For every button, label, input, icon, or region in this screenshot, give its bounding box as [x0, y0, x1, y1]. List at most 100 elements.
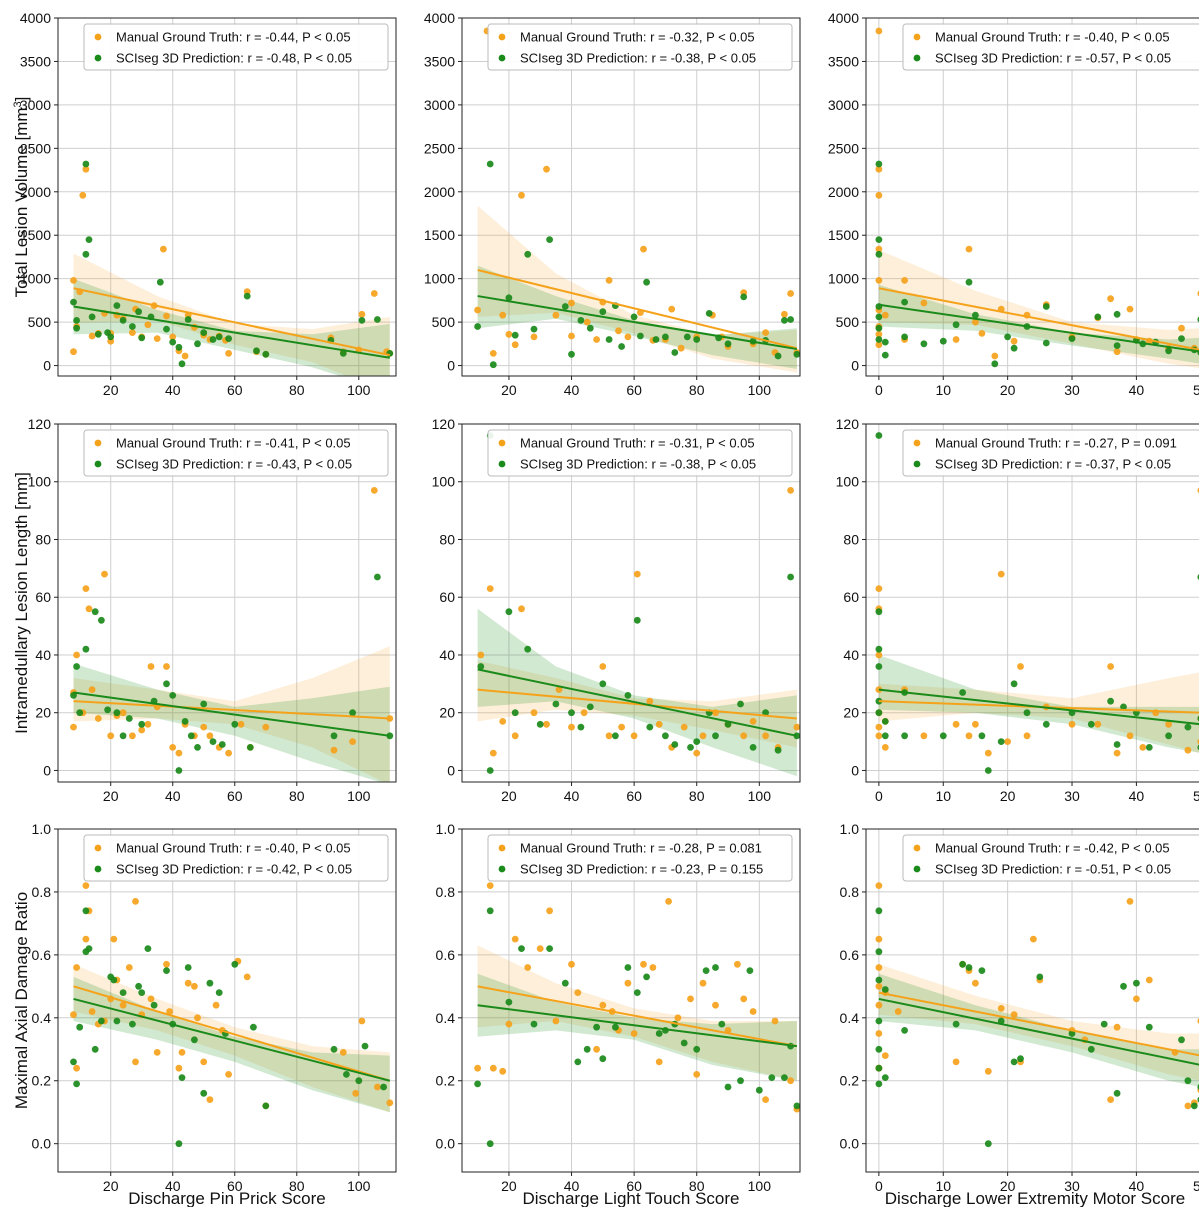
panel-r2c1-manual-point	[524, 964, 531, 971]
panel-r2c2-ytick-label: 0.2	[840, 1073, 860, 1089]
row-ylabel-0: Total Lesion Volume [mm3]	[12, 97, 31, 298]
panel-r2c2-manual-point	[1185, 1103, 1192, 1110]
panel-r1c0-manual-point	[107, 732, 114, 739]
panel-r1c0-manual-point	[238, 721, 245, 728]
panel-r0c0-xtick-label: 40	[165, 382, 181, 398]
panel-r2c0-pred-point	[151, 1002, 158, 1009]
panel-r1c2-ytick-label: 60	[843, 589, 859, 605]
panel-r1c1-manual-point	[787, 487, 794, 494]
panel-r1c2-manual-point	[921, 732, 928, 739]
panel-r1c0-pred-point	[126, 715, 133, 722]
panel-r0c1-xtick-label: 100	[748, 382, 772, 398]
panel-r1c0-pred-point	[182, 718, 189, 725]
panel-r0c1-legend: Manual Ground Truth: r = -0.32, P < 0.05…	[488, 24, 792, 70]
panel-r2c2-manual-point	[876, 936, 883, 943]
panel-r1c0-pred-point	[120, 732, 127, 739]
panel-r2c1-manual-point	[574, 989, 581, 996]
panel-r0c2-pred-point	[1043, 340, 1050, 347]
panel-r2c2-pred-point	[876, 1065, 883, 1072]
panel-r1c2-manual-point	[1069, 721, 1076, 728]
panel-r1c0-pred-point	[169, 692, 176, 699]
panel-r2c2-pred-point	[985, 1140, 992, 1147]
panel-r0c1-ytick-label: 2000	[424, 184, 455, 200]
panel-r1c2-manual-point	[1139, 744, 1146, 751]
panel-r1c2-pred-point	[979, 732, 986, 739]
panel-r1c0-legend-marker	[95, 440, 102, 447]
panel-r0c0-manual-point	[182, 353, 189, 360]
panel-r1c2-manual-point	[953, 721, 960, 728]
panel-r0c2-pred-point	[876, 336, 883, 343]
panel-r2c0-manual-point	[352, 1090, 359, 1097]
panel-r1c1-xtick-label: 80	[689, 788, 705, 804]
panel-r0c1-pred-point	[546, 236, 553, 243]
panel-r0c1-manual-point	[668, 306, 675, 313]
panel-r1c0-xtick-label: 80	[289, 788, 305, 804]
panel-r0c2-xtick-label: 50	[1193, 382, 1199, 398]
panel-r2c0-manual-point	[374, 1084, 381, 1091]
panel-r2c1-pred-point	[518, 945, 525, 952]
panel-r0c0-pred-point	[83, 161, 90, 168]
panel-r2c0-pred-point	[129, 1021, 136, 1028]
panel-r0c1-manual-point	[568, 300, 575, 307]
panel-r0c0-legend-marker	[95, 55, 102, 62]
panel-r1c2-xtick-label: 30	[1064, 788, 1080, 804]
panel-r1c0-pred-point	[104, 706, 111, 713]
panel-r2c2-pred-point	[901, 1027, 908, 1034]
panel-r2c0-pred-point	[231, 961, 238, 968]
panel-r1c0-manual-point	[225, 750, 232, 757]
panel-r2c0-legend-marker	[95, 845, 102, 852]
col-xlabel-0: Discharge Pin Prick Score	[128, 1189, 325, 1207]
panel-r1c1-pred-point	[693, 738, 700, 745]
panel-r0c1-pred-point	[693, 336, 700, 343]
panel-r2c1-manual-point	[787, 1077, 794, 1084]
panel-r2c1-manual-point	[734, 961, 741, 968]
panel-r1c0-pred-point	[176, 767, 183, 774]
panel-r1c2-manual-point	[1127, 732, 1134, 739]
panel-r2c1-pred-point	[531, 1021, 538, 1028]
panel-r2c1-pred-point	[546, 945, 553, 952]
panel-r2c1-legend-text: Manual Ground Truth: r = -0.28, P = 0.08…	[520, 841, 762, 856]
panel-r0c0-ytick-label: 4000	[20, 10, 51, 26]
panel-r2c2-manual-point	[882, 1052, 889, 1059]
panel-r1c1-pred-point	[553, 701, 560, 708]
panel-r1c2-pred-point	[985, 767, 992, 774]
panel-r1c1-pred-point	[625, 692, 632, 699]
panel-r2c0-legend: Manual Ground Truth: r = -0.40, P < 0.05…	[84, 835, 388, 881]
panel-r0c0-pred-point	[83, 251, 90, 258]
panel-r0c1-pred-point	[562, 303, 569, 310]
panel-r2c0-manual-point	[148, 996, 155, 1003]
panel-r1c1-legend-marker	[499, 440, 506, 447]
panel-r2c1-pred-point	[593, 1024, 600, 1031]
panel-r0c1-pred-point	[474, 323, 481, 330]
panel-r0c2-ytick-label: 2500	[828, 140, 859, 156]
panel-r0c2-manual-point	[1011, 338, 1018, 345]
panel-r2c2-pred-point	[876, 907, 883, 914]
panel-r1c2-manual-point	[966, 732, 973, 739]
panel-r2c2-pred-point	[959, 961, 966, 968]
panel-r2c0-pred-point	[176, 1140, 183, 1147]
panel-r0c0-pred-point	[70, 299, 77, 306]
panel-r0c2-xtick-label: 0	[875, 382, 883, 398]
panel-r0c1-pred-point	[787, 316, 794, 323]
panel-r0c1-pred-point	[531, 326, 538, 333]
panel-r2c2-pred-point	[1178, 1036, 1185, 1043]
panel-r0c2-legend-marker	[914, 34, 921, 41]
panel-r2c2-manual-point	[1030, 936, 1037, 943]
panel-r0c0-manual-point	[129, 329, 136, 336]
panel-r1c2-plot-area	[876, 432, 1199, 774]
panel-r2c1-pred-point	[574, 1059, 581, 1066]
panel-r2c1-manual-point	[750, 1008, 757, 1015]
panel-r2c0-pred-point	[216, 989, 223, 996]
panel-r0c2-ytick-label: 4000	[828, 10, 859, 26]
panel-r1c0-manual-point	[207, 732, 214, 739]
panel-r2c2-pred-point	[1036, 974, 1043, 981]
panel-r0c2-ytick-label: 1500	[828, 227, 859, 243]
panel-r2c0-manual-fit-line	[74, 986, 390, 1080]
panel-r1c2-pred-point	[959, 689, 966, 696]
panel-r2c2-plot-area	[876, 882, 1199, 1147]
panel-r2c0-legend-text: SCIseg 3D Prediction: r = -0.42, P < 0.0…	[116, 862, 352, 877]
panel-r0c2-pred-point	[1069, 335, 1076, 342]
